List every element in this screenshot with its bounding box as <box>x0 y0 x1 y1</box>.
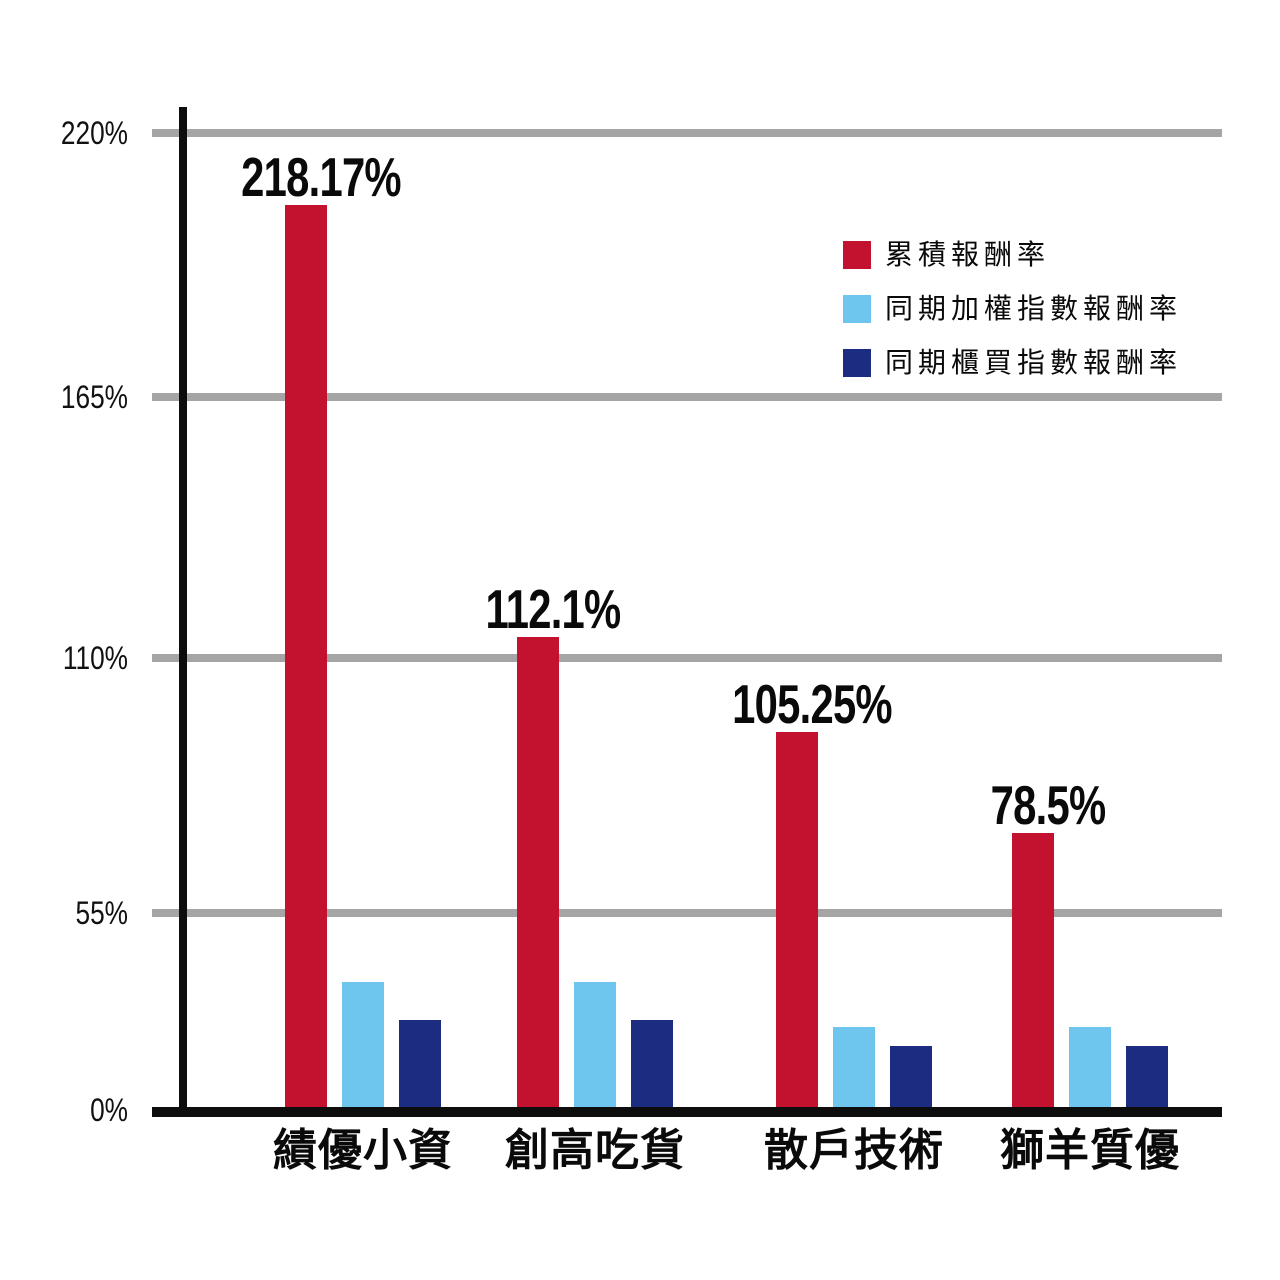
legend: 累積報酬率同期加權指數報酬率 同期櫃買指數報酬率 <box>843 240 1182 378</box>
x-axis-category-label: 績優小資 <box>273 1126 453 1175</box>
y-axis-line <box>179 107 187 1117</box>
y-axis-tick-label: 0% <box>90 1092 128 1128</box>
y-axis-tick-label: 165% <box>60 379 128 415</box>
y-axis-tick-label: 55% <box>75 895 128 931</box>
legend-label: 同期加權指數報酬率 <box>885 293 1183 324</box>
bar-value-label: 78.5% <box>990 774 1106 836</box>
legend-item-cumulative-return: 累積報酬率 <box>843 240 1182 270</box>
bar-weighted-index-return-3 <box>833 1027 875 1112</box>
gridline <box>152 654 1222 662</box>
bar-otc-index-return-3 <box>890 1046 932 1112</box>
legend-item-otc-index-return: 同期櫃買指數報酬率 <box>843 348 1182 378</box>
legend-swatch-icon <box>843 241 871 269</box>
bar-otc-index-return-1 <box>399 1020 441 1112</box>
bar-value-label: 218.17% <box>241 146 401 208</box>
legend-item-weighted-index-return: 同期加權指數報酬率 <box>843 294 1182 324</box>
bar-value-label: 112.1% <box>485 578 622 640</box>
legend-label: 累積報酬率 <box>885 239 1051 270</box>
x-axis-category-label: 散戶技術 <box>764 1126 944 1175</box>
gridline <box>152 909 1222 917</box>
bar-weighted-index-return-1 <box>342 982 384 1112</box>
gridline <box>152 393 1222 401</box>
bar-weighted-index-return-4 <box>1069 1027 1111 1112</box>
x-axis-line <box>152 1107 1222 1117</box>
bar-value-label: 105.25% <box>732 673 892 735</box>
bar-otc-index-return-2 <box>631 1020 673 1112</box>
legend-label: 同期櫃買指數報酬率 <box>885 347 1183 378</box>
x-axis-category-label: 獅羊質優 <box>1000 1126 1180 1175</box>
bar-cumulative-return-4 <box>1012 833 1054 1112</box>
bar-cumulative-return-3 <box>776 732 818 1112</box>
bar-cumulative-return-2 <box>517 637 559 1112</box>
gridline <box>152 129 1222 137</box>
legend-swatch-icon <box>843 349 871 377</box>
legend-swatch-icon <box>843 295 871 323</box>
y-axis-tick-label: 220% <box>60 115 128 151</box>
bar-cumulative-return-1 <box>285 205 327 1112</box>
bar-otc-index-return-4 <box>1126 1046 1168 1112</box>
bar-weighted-index-return-2 <box>574 982 616 1112</box>
y-axis-tick-label: 110% <box>62 640 128 676</box>
x-axis-category-label: 創高吃貨 <box>505 1126 685 1175</box>
